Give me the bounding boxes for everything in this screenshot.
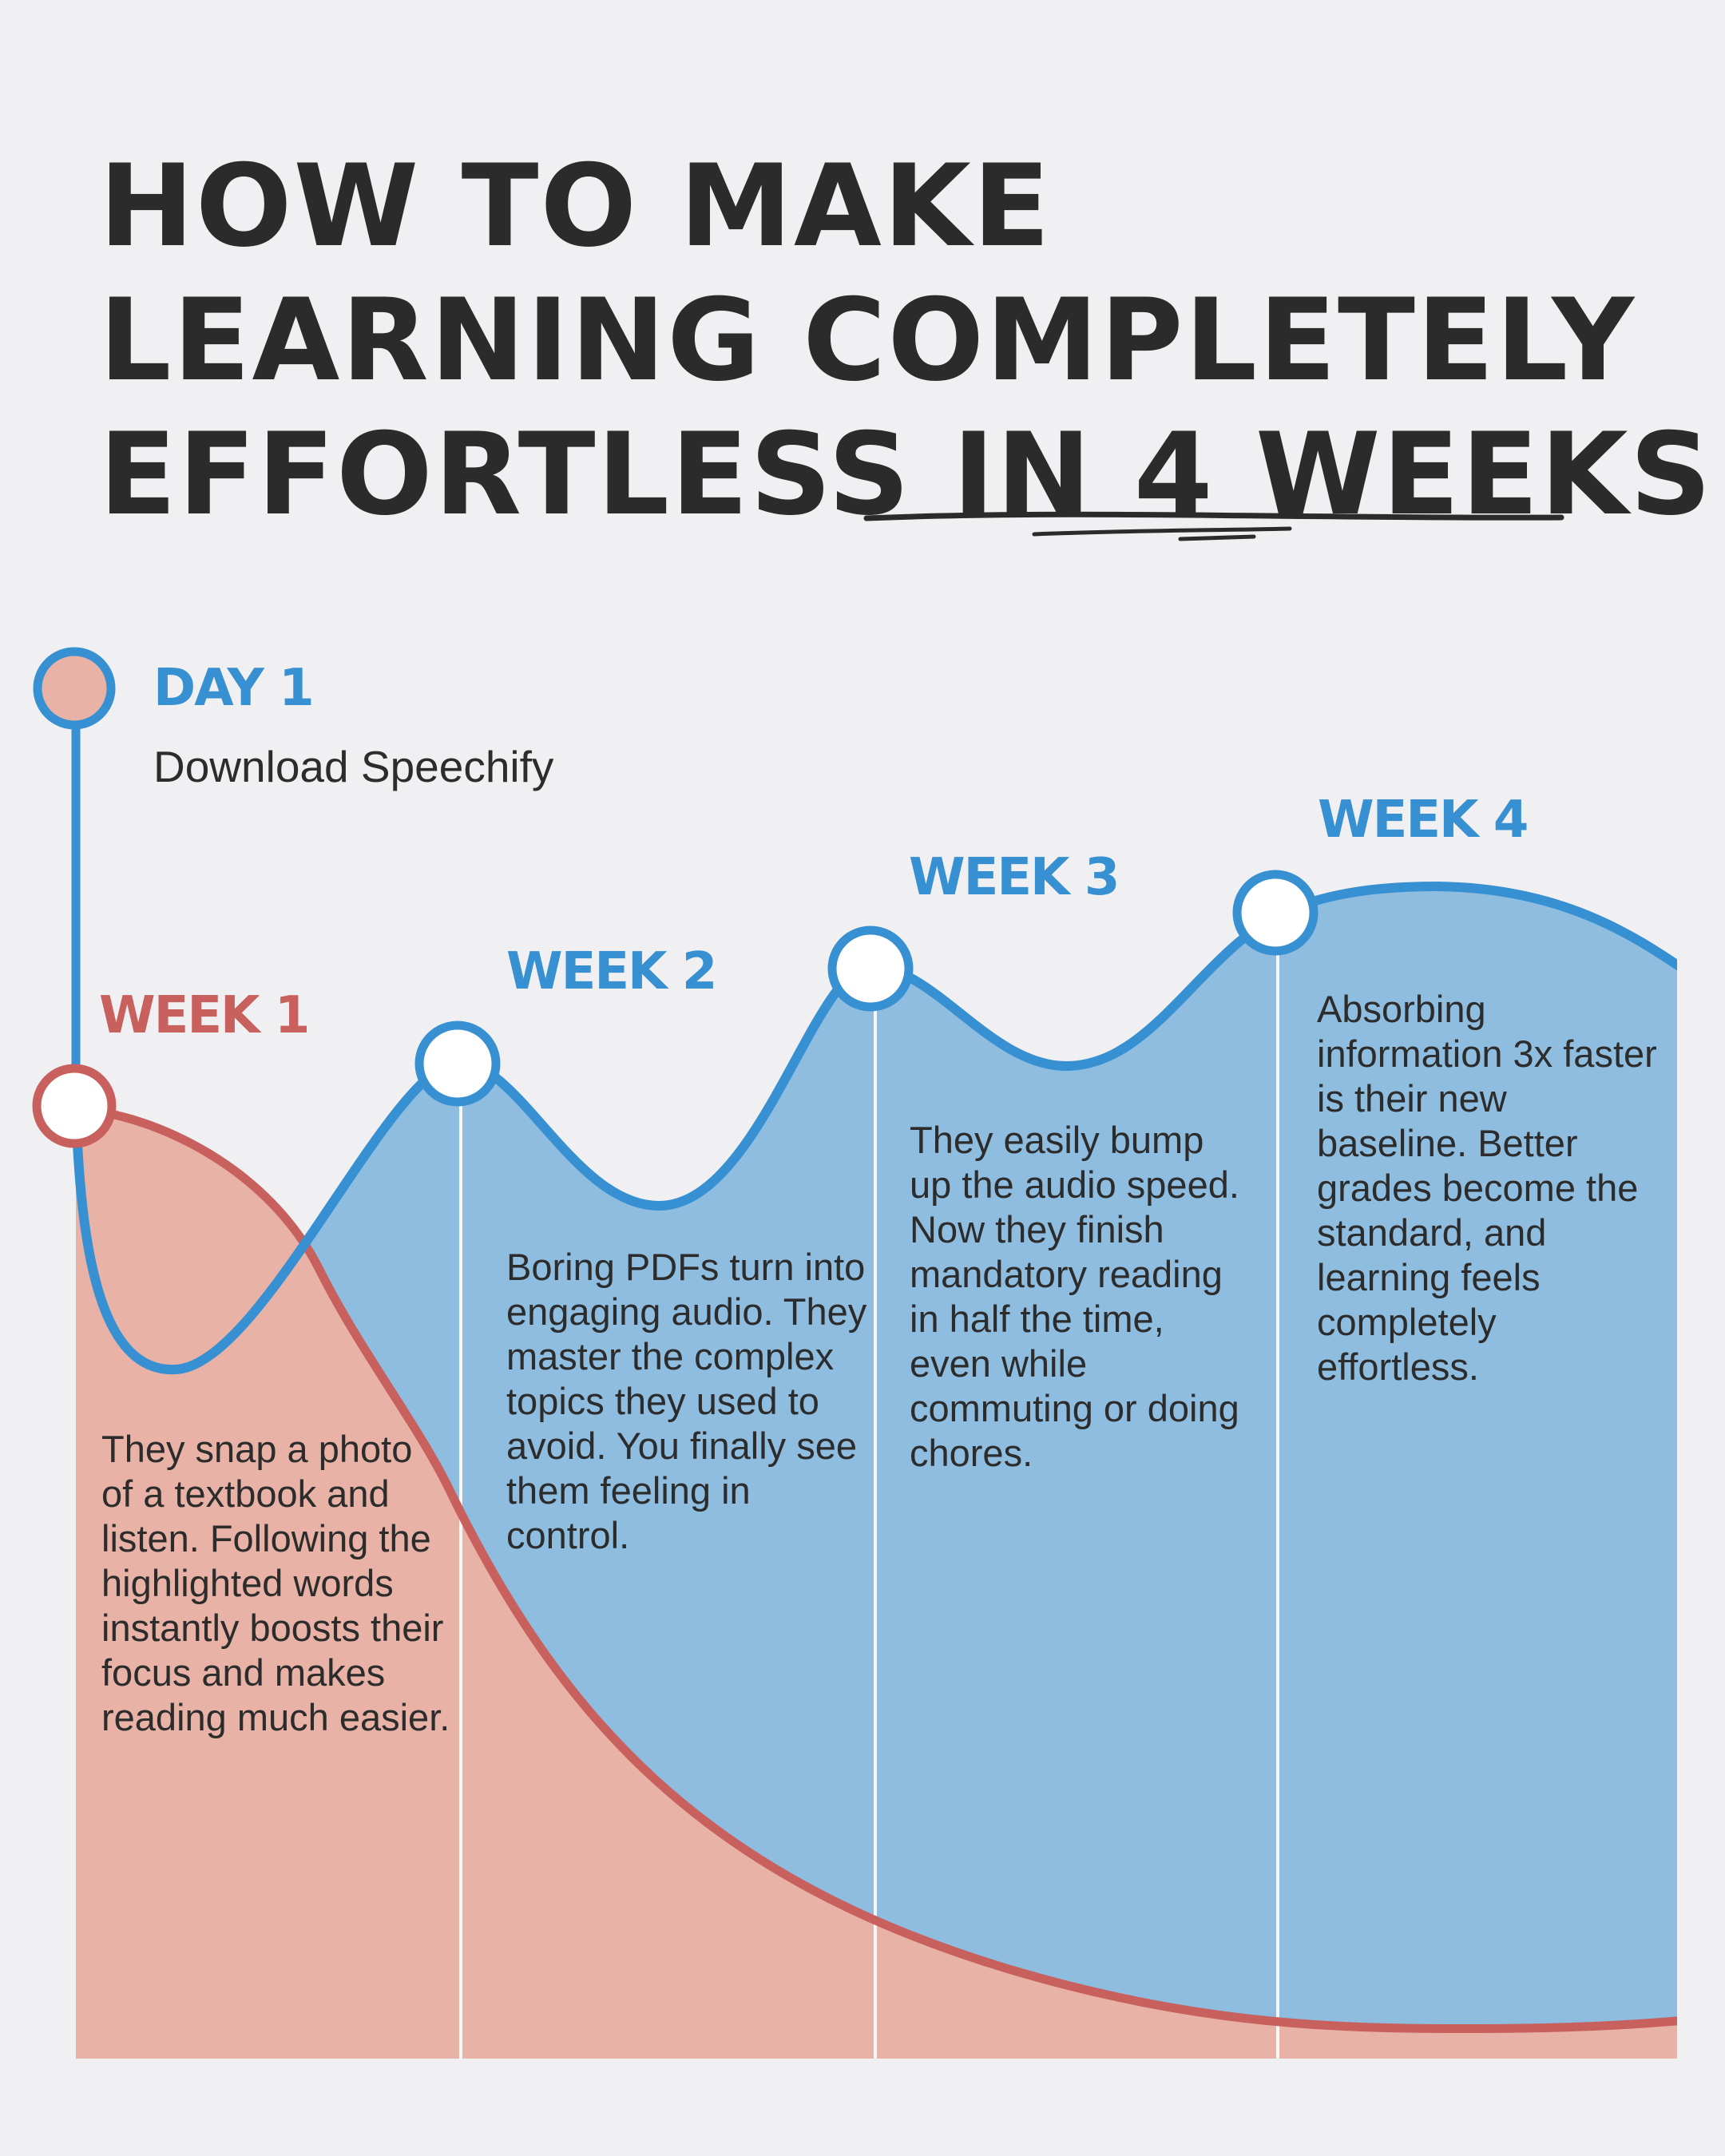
week1-label: WEEK 1: [99, 986, 310, 1045]
blue-curve-line: [71, 881, 1677, 1375]
week3-label: WEEK 3: [909, 848, 1120, 907]
week3-marker: [827, 925, 914, 1012]
title-line-3-prefix: EFFORTLESS: [99, 409, 953, 541]
title-line-1: HOW TO MAKE: [99, 141, 1052, 272]
week4-description: Absorbing information 3x faster is their…: [1317, 988, 1657, 1388]
title-line-3: EFFORTLESS IN 4 WEEKS: [99, 408, 1711, 542]
page-title: HOW TO MAKE LEARNING COMPLETELY EFFORTLE…: [99, 140, 1711, 542]
day1-label: DAY 1: [153, 659, 315, 718]
week2-label: WEEK 2: [506, 942, 717, 1001]
week2-marker: [414, 1021, 501, 1107]
title-line-2: LEARNING COMPLETELY: [99, 275, 1636, 406]
week4-label: WEEK 4: [1318, 791, 1529, 850]
week4-marker: [1232, 870, 1319, 956]
week-dividers: [459, 918, 1279, 2059]
week1-description: They snap a photo of a textbook and list…: [101, 1428, 450, 1738]
day1-marker: [33, 647, 116, 730]
week2-description: Boring PDFs turn into engaging audio. Th…: [506, 1246, 867, 1556]
red-area-fill: [76, 1110, 1677, 2059]
day1-subtitle: Download Speechify: [153, 742, 554, 791]
week1-marker: [32, 1064, 117, 1148]
week3-description: They easily bump up the audio speed. Now…: [910, 1119, 1239, 1474]
title-underline: [863, 511, 1564, 541]
